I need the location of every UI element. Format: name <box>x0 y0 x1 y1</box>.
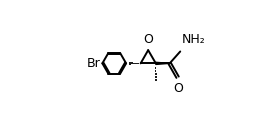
Polygon shape <box>156 62 170 64</box>
Text: Br: Br <box>87 57 100 70</box>
Text: NH₂: NH₂ <box>181 33 205 46</box>
Text: O: O <box>173 82 183 95</box>
Text: O: O <box>143 33 153 46</box>
